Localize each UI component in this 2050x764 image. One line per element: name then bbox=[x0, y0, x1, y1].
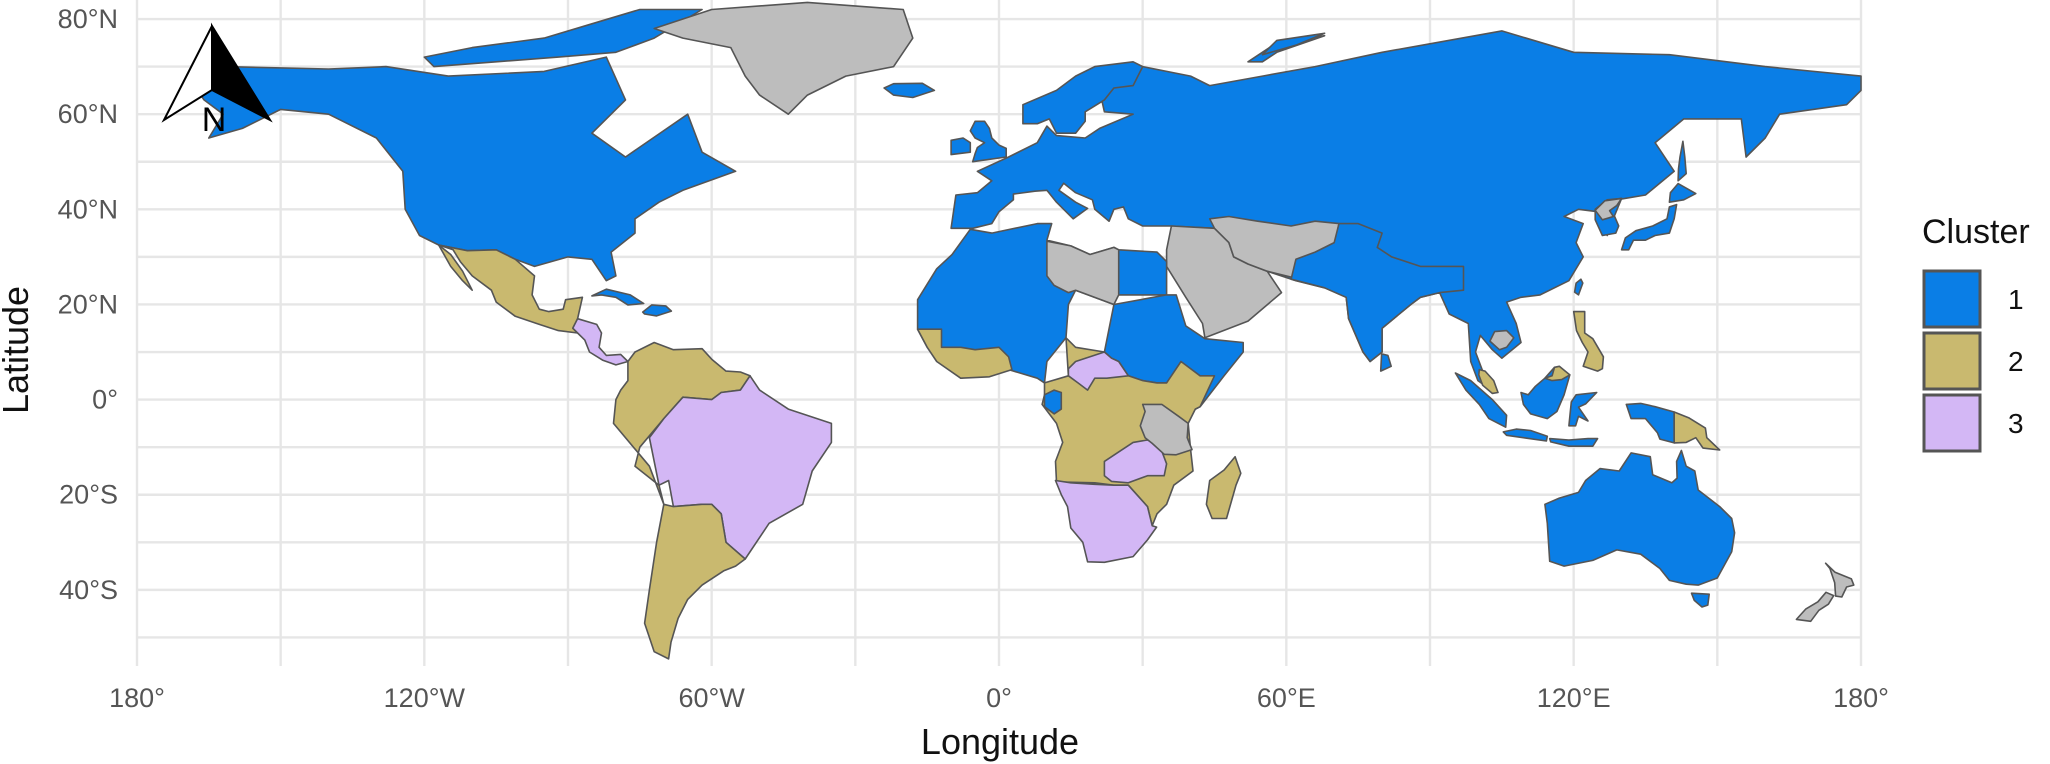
x-tick-label: 120°W bbox=[384, 683, 466, 713]
legend-title: Cluster bbox=[1922, 213, 2030, 251]
y-axis-title: Latitude bbox=[0, 286, 36, 414]
region-taiwan bbox=[1573, 278, 1584, 296]
region-scandinavia bbox=[1022, 60, 1144, 134]
region-ireland bbox=[950, 137, 972, 156]
region-peninsular-malaysia bbox=[1478, 368, 1499, 395]
legend-swatch-1 bbox=[1922, 269, 1982, 329]
x-tick-label: 60°E bbox=[1257, 683, 1316, 713]
region-southern-cone bbox=[643, 503, 747, 660]
x-tick-label: 180° bbox=[1833, 683, 1889, 713]
region-sri-lanka bbox=[1379, 353, 1392, 372]
legend: Cluster 1 2 3 bbox=[1922, 213, 2030, 453]
north-arrow-label: N bbox=[202, 101, 227, 139]
region-tanzania bbox=[1139, 403, 1193, 456]
legend-label-2: 2 bbox=[2008, 346, 2024, 377]
region-java bbox=[1502, 428, 1549, 442]
y-tick-label: 40°N bbox=[58, 194, 118, 224]
region-cuba bbox=[591, 288, 645, 306]
region-gabon-pocket bbox=[1043, 389, 1063, 415]
y-tick-label: 60°N bbox=[58, 99, 118, 129]
region-central-america-south bbox=[571, 317, 629, 366]
x-tick-label: 0° bbox=[986, 683, 1012, 713]
country-polygons bbox=[193, 1, 1862, 660]
region-iceland bbox=[883, 82, 936, 99]
legend-swatch-2 bbox=[1922, 331, 1982, 391]
region-west-african-coast-states bbox=[916, 328, 1013, 380]
region-novaya-zemlya-north bbox=[1261, 32, 1326, 56]
region-zambia-and-malawi bbox=[1103, 439, 1168, 484]
x-axis-title: Longitude bbox=[921, 721, 1079, 762]
x-tick-label: 180° bbox=[109, 683, 165, 713]
region-hokkaido bbox=[1668, 182, 1697, 203]
y-tick-label: 80°N bbox=[58, 4, 118, 34]
x-tick-label: 120°E bbox=[1537, 683, 1611, 713]
region-great-britain bbox=[969, 120, 1008, 163]
region-japan bbox=[1620, 203, 1678, 251]
y-tick-label: 20°S bbox=[59, 480, 118, 510]
y-tick-label: 20°N bbox=[58, 289, 118, 319]
y-axis-ticks: 80°N 60°N 40°N 20°N 0° 20°S 40°S bbox=[58, 4, 118, 605]
y-tick-label: 0° bbox=[92, 385, 118, 415]
x-tick-label: 60°W bbox=[679, 683, 746, 713]
region-sumatra bbox=[1454, 372, 1508, 429]
region-new-zealand-north bbox=[1824, 562, 1855, 598]
region-congo bbox=[1067, 351, 1130, 391]
x-axis-ticks: 180° 120°W 60°W 0° 60°E 120°E 180° bbox=[109, 683, 1889, 713]
region-north-america bbox=[193, 56, 737, 282]
region-sakhalin bbox=[1677, 140, 1687, 182]
region-australia bbox=[1544, 449, 1736, 586]
y-tick-label: 40°S bbox=[59, 575, 118, 605]
region-lesser-sunda bbox=[1548, 437, 1599, 448]
region-baja-california bbox=[437, 244, 474, 292]
region-tasmania bbox=[1690, 592, 1710, 608]
region-southern-africa bbox=[1054, 479, 1158, 564]
region-libya bbox=[1046, 240, 1120, 306]
legend-swatch-3 bbox=[1922, 393, 1982, 453]
region-madagascar bbox=[1205, 455, 1242, 520]
region-western-new-guinea bbox=[1625, 402, 1675, 444]
region-philippines bbox=[1572, 310, 1605, 372]
north-arrow-right-half bbox=[211, 22, 273, 123]
region-cambodia-area bbox=[1489, 329, 1515, 351]
legend-label-1: 1 bbox=[2008, 284, 2024, 315]
region-papua-new-guinea bbox=[1673, 411, 1721, 451]
region-sabah bbox=[1544, 365, 1571, 382]
legend-label-3: 3 bbox=[2008, 408, 2024, 439]
region-europe-and-asia bbox=[950, 30, 1862, 394]
legend-entries: 1 2 3 bbox=[1922, 269, 2024, 453]
region-sulawesi bbox=[1568, 391, 1598, 427]
region-indian-subcontinent-shadow bbox=[1290, 222, 1465, 363]
region-greenland bbox=[653, 1, 914, 115]
region-hispaniola bbox=[641, 304, 673, 317]
north-arrow: N bbox=[161, 22, 273, 139]
region-new-zealand-south bbox=[1795, 591, 1835, 623]
region-north-korea bbox=[1594, 197, 1623, 221]
